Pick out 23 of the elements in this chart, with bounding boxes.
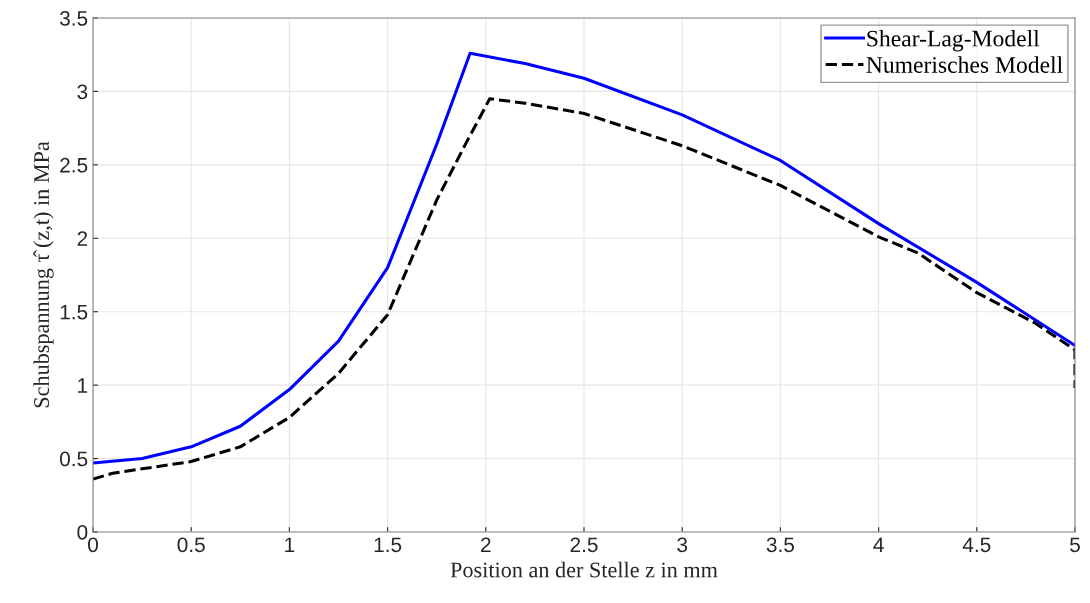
y-tick-label: 0.5: [59, 451, 88, 467]
x-tick-label: 4: [873, 537, 884, 552]
x-tick-label: 3.5: [766, 537, 795, 553]
y-tick-label: 2.5: [60, 157, 88, 173]
x-tick-label: 0: [88, 537, 98, 553]
y-tick-label: 2: [77, 231, 88, 246]
x-tick-label: 5: [1070, 537, 1080, 553]
x-tick-label: 4.5: [962, 537, 991, 553]
x-tick-label: 0.5: [177, 537, 205, 553]
x-tick-label: 2: [481, 537, 491, 552]
legend-label: Numerisches Modell: [866, 56, 1063, 73]
x-tick-label: 3: [677, 537, 688, 553]
y-tick-label: 0: [77, 525, 88, 540]
y-axis-title: Schubspannung τ̂ (z,t) in MPa: [33, 141, 54, 408]
y-tick-label: 1: [78, 378, 88, 393]
legend-label: Shear-Lag-Modell: [867, 29, 1040, 52]
y-tick-label: 3.5: [59, 11, 88, 26]
x-axis-title: Position an der Stelle z in mm: [450, 561, 718, 578]
x-tick-label: 1.5: [374, 537, 402, 553]
y-tick-label: 1.5: [60, 304, 88, 320]
y-tick-label: 3: [77, 84, 88, 100]
x-tick-label: 2.5: [570, 537, 598, 553]
x-tick-label: 1: [285, 537, 295, 552]
